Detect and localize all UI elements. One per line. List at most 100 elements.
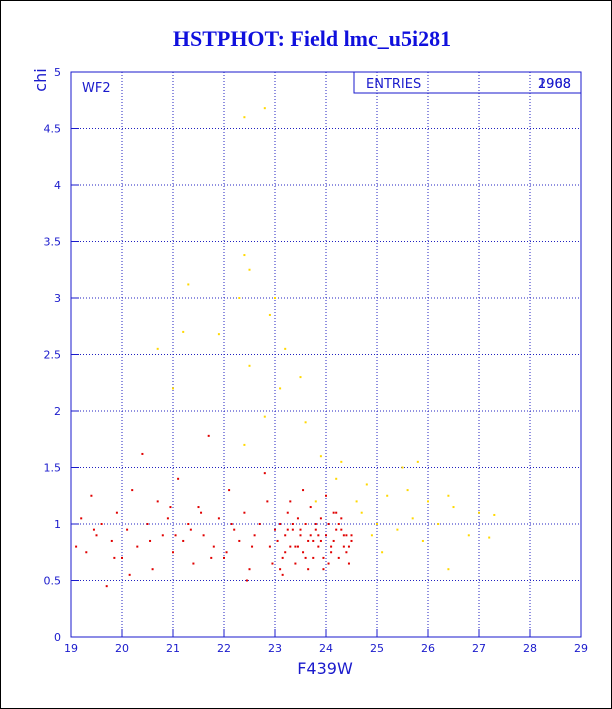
point (304, 523, 307, 525)
point (202, 534, 205, 537)
y-tick-label: 2.5 (44, 349, 62, 362)
point (396, 528, 399, 531)
y-tick-label: 3 (54, 292, 61, 305)
x-tick-label: 29 (574, 642, 588, 655)
point (317, 545, 320, 548)
point (340, 517, 343, 520)
point (281, 573, 284, 576)
point (228, 489, 231, 492)
point (110, 539, 113, 542)
point (90, 494, 93, 497)
point (276, 539, 279, 542)
point (212, 545, 215, 548)
point (319, 517, 322, 520)
point (169, 506, 172, 509)
point (330, 551, 333, 554)
point (314, 528, 317, 531)
point (345, 551, 348, 554)
point (325, 534, 327, 537)
point (182, 539, 185, 542)
y-tick-label: 2 (54, 405, 61, 418)
point (335, 477, 338, 480)
point (189, 528, 192, 531)
point (279, 568, 282, 571)
point (271, 562, 274, 565)
point (268, 313, 271, 316)
point (291, 528, 294, 531)
point (225, 551, 228, 554)
point (335, 528, 338, 531)
point (437, 523, 440, 525)
point (243, 443, 246, 446)
point (263, 472, 266, 475)
point (406, 489, 409, 492)
point (131, 489, 134, 492)
x-tick-label: 28 (523, 642, 537, 655)
point (238, 297, 241, 299)
point (347, 545, 350, 548)
point (121, 556, 123, 559)
point (266, 500, 269, 503)
point (360, 511, 363, 514)
panel-label: WF2 (82, 81, 111, 96)
point (319, 455, 322, 458)
point (447, 494, 450, 497)
point (248, 364, 251, 367)
point (302, 489, 305, 492)
point (342, 534, 345, 537)
y-tick-label: 1 (54, 518, 61, 531)
point (289, 545, 292, 548)
stats-value: 1968 (538, 77, 571, 92)
point (172, 387, 174, 390)
point (80, 517, 83, 520)
y-tick-label: 4.5 (44, 123, 62, 136)
point (172, 551, 174, 554)
plot-frame (70, 71, 582, 638)
chart-title: HSTPHOT: Field lmc_u5i281 (173, 26, 451, 51)
point (291, 523, 294, 525)
point (447, 568, 450, 571)
point (370, 534, 373, 537)
point (263, 415, 266, 418)
point (279, 523, 282, 525)
point (350, 539, 353, 542)
x-tick-label: 26 (421, 642, 435, 655)
point (302, 551, 305, 554)
x-tick-label: 25 (370, 642, 384, 655)
point (488, 536, 491, 539)
point (337, 556, 340, 559)
point (284, 534, 287, 537)
point (174, 534, 177, 537)
point (312, 556, 315, 559)
y-tick-label: 3.5 (44, 236, 62, 249)
point (309, 534, 312, 537)
point (149, 539, 152, 542)
point (299, 376, 302, 379)
point (304, 556, 307, 559)
point (381, 551, 384, 554)
y-tick-label: 4 (54, 179, 61, 192)
point (233, 528, 236, 531)
point (332, 539, 335, 542)
point (281, 556, 284, 559)
x-tick-label: 22 (217, 642, 231, 655)
point (187, 283, 190, 286)
point (289, 500, 292, 503)
point (248, 568, 251, 571)
point (478, 511, 480, 514)
point (187, 523, 190, 525)
point (309, 506, 312, 509)
point (322, 556, 325, 559)
point (243, 116, 246, 119)
point (299, 534, 302, 537)
stats-label: ENTRIES (366, 77, 421, 92)
point (330, 545, 333, 548)
point (284, 347, 287, 350)
point (156, 347, 159, 350)
point (286, 528, 289, 531)
point (427, 500, 429, 503)
point (340, 460, 343, 463)
point (327, 523, 330, 525)
point (217, 333, 220, 336)
point (467, 534, 470, 537)
